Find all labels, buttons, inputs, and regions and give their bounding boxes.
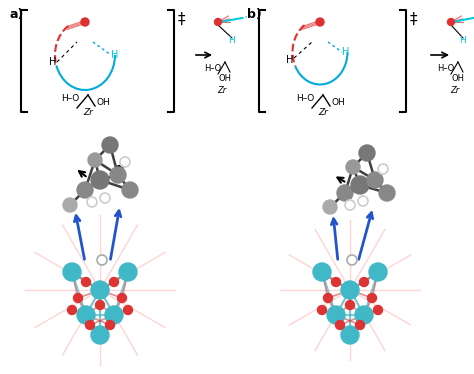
Circle shape <box>118 294 127 303</box>
Circle shape <box>346 300 355 310</box>
Circle shape <box>356 321 365 329</box>
Circle shape <box>345 200 355 210</box>
Circle shape <box>378 164 388 174</box>
Circle shape <box>87 197 97 207</box>
Circle shape <box>358 196 368 206</box>
Circle shape <box>323 294 332 303</box>
Circle shape <box>374 306 383 315</box>
Circle shape <box>318 306 327 315</box>
Circle shape <box>124 306 133 315</box>
Circle shape <box>336 321 345 329</box>
Circle shape <box>119 263 137 281</box>
Circle shape <box>359 278 368 286</box>
Text: H: H <box>460 36 466 45</box>
Text: H: H <box>286 55 294 65</box>
Text: H: H <box>228 36 236 45</box>
Circle shape <box>359 145 375 161</box>
Circle shape <box>367 172 383 188</box>
Circle shape <box>67 306 76 315</box>
Text: Zr: Zr <box>318 107 328 116</box>
Text: H: H <box>49 57 57 67</box>
Text: H: H <box>111 50 118 60</box>
Circle shape <box>110 167 126 183</box>
Circle shape <box>82 278 91 286</box>
Text: ‡: ‡ <box>410 12 418 27</box>
Circle shape <box>347 255 357 265</box>
Circle shape <box>378 164 388 174</box>
Circle shape <box>341 326 359 344</box>
Text: a): a) <box>10 8 24 21</box>
Circle shape <box>109 278 118 286</box>
Circle shape <box>97 255 107 265</box>
Circle shape <box>97 255 107 265</box>
Circle shape <box>91 171 109 189</box>
Text: Zr: Zr <box>450 86 460 95</box>
Circle shape <box>358 196 368 206</box>
Circle shape <box>355 306 373 324</box>
Text: H–O: H–O <box>296 94 314 102</box>
Text: Zr: Zr <box>83 107 93 116</box>
Circle shape <box>85 321 94 329</box>
Circle shape <box>327 306 345 324</box>
Circle shape <box>341 281 359 299</box>
Circle shape <box>337 185 353 201</box>
Circle shape <box>106 321 115 329</box>
Circle shape <box>73 294 82 303</box>
Circle shape <box>81 18 89 26</box>
Circle shape <box>77 182 93 198</box>
Circle shape <box>63 198 77 212</box>
Circle shape <box>323 200 337 214</box>
Text: Zr: Zr <box>218 86 227 95</box>
Text: b): b) <box>247 8 262 21</box>
Circle shape <box>367 294 376 303</box>
Text: ‡: ‡ <box>178 12 185 27</box>
Circle shape <box>120 157 130 167</box>
Text: OH: OH <box>96 98 110 107</box>
Text: OH: OH <box>331 98 345 107</box>
Circle shape <box>316 18 324 26</box>
Circle shape <box>91 281 109 299</box>
Text: H–O: H–O <box>438 64 455 73</box>
Circle shape <box>100 193 110 203</box>
Circle shape <box>313 263 331 281</box>
Circle shape <box>347 255 357 265</box>
Circle shape <box>379 185 395 201</box>
Text: H–O: H–O <box>61 94 79 102</box>
Text: OH: OH <box>219 74 231 83</box>
Circle shape <box>100 193 110 203</box>
Circle shape <box>95 300 104 310</box>
Circle shape <box>91 326 109 344</box>
Circle shape <box>102 137 118 153</box>
Text: OH: OH <box>452 74 465 83</box>
Circle shape <box>215 18 221 25</box>
Circle shape <box>346 160 360 174</box>
Text: H: H <box>342 47 350 57</box>
Circle shape <box>331 278 340 286</box>
Circle shape <box>447 18 455 25</box>
Text: H–O: H–O <box>204 64 222 73</box>
Circle shape <box>369 263 387 281</box>
Circle shape <box>105 306 123 324</box>
Circle shape <box>351 176 369 194</box>
Circle shape <box>88 153 102 167</box>
Circle shape <box>345 200 355 210</box>
Circle shape <box>87 197 97 207</box>
Circle shape <box>63 263 81 281</box>
Circle shape <box>120 157 130 167</box>
Circle shape <box>77 306 95 324</box>
Circle shape <box>122 182 138 198</box>
